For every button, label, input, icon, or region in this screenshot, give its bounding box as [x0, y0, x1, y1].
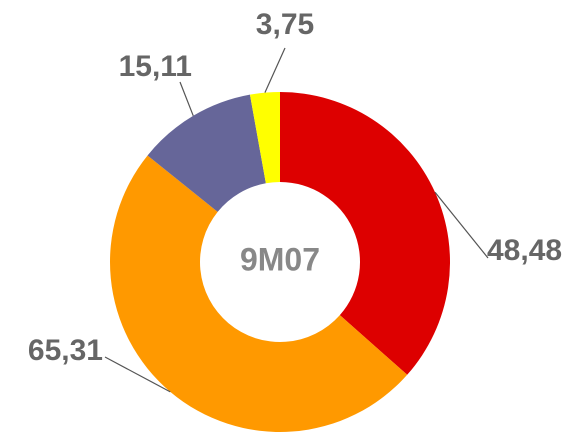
- value-label: 48,48: [487, 234, 562, 267]
- leader-line: [264, 47, 286, 93]
- leader-line: [434, 191, 489, 259]
- leader-line: [179, 81, 194, 117]
- value-label: 3,75: [256, 8, 314, 41]
- donut-segment: [147, 94, 266, 212]
- leader-line: [104, 356, 171, 393]
- value-label: 65,31: [28, 334, 103, 367]
- donut-segment: [110, 155, 408, 432]
- center-label: 9M07: [240, 241, 320, 277]
- donut-segment: [280, 92, 450, 375]
- donut-segment: [249, 92, 280, 184]
- value-label: 15,11: [119, 50, 192, 83]
